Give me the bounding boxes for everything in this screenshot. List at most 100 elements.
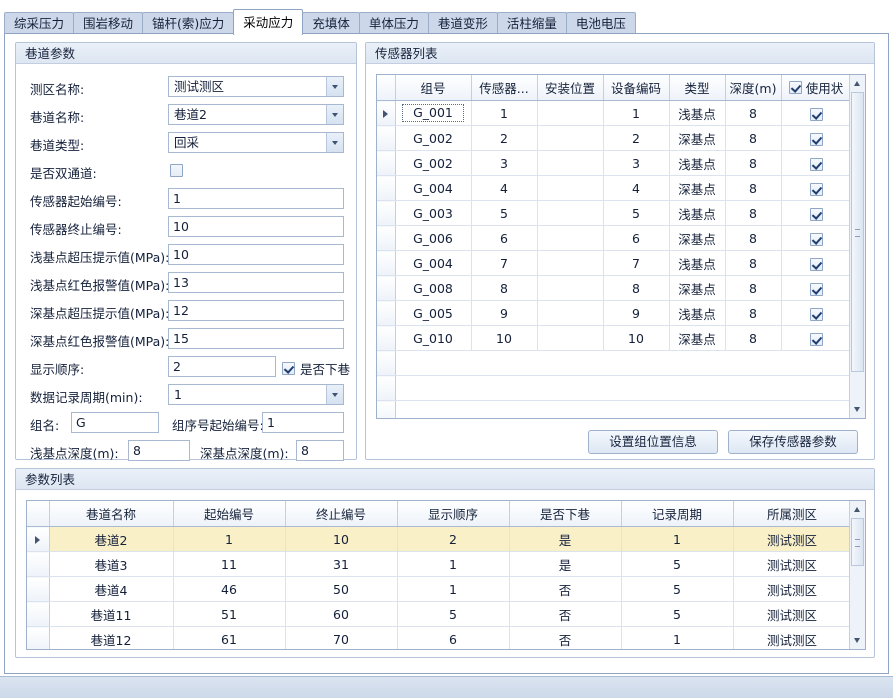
cell-depth[interactable]: 8 [725,200,782,226]
tab-5[interactable]: 单体压力 [358,12,429,35]
cell-group[interactable]: G_005 [395,300,472,326]
sensor-table[interactable]: 组号 传感器... 安装位置 设备编码 类型 深度(m) 使用状 G_001 1 1 浅基点 8 G_… [376,74,866,419]
cell-position[interactable] [537,200,604,226]
cell-used[interactable] [781,225,849,251]
parameter-column-header[interactable]: 记录周期 [621,501,734,527]
cell-group[interactable]: G_010 [395,325,472,351]
use-checkbox[interactable] [809,207,823,221]
cell-group[interactable]: G_008 [395,275,472,301]
cell-period[interactable]: 5 [621,551,734,577]
scroll-down-icon[interactable] [850,633,865,649]
row-indicator[interactable] [377,275,396,301]
cell-start[interactable]: 46 [173,576,286,602]
cell-start[interactable]: 1 [173,526,286,552]
row-indicator[interactable] [377,325,396,351]
cell-group[interactable]: G_006 [395,225,472,251]
table-row[interactable]: G_005 9 9 浅基点 8 [377,300,849,326]
tab-1[interactable]: 围岩移动 [73,12,144,35]
record-period-combo[interactable]: 1 [168,384,344,405]
table-row[interactable]: G_003 5 5 浅基点 8 [377,200,849,226]
cell-used[interactable] [781,325,849,351]
parameter-table-scrollbar[interactable] [849,501,865,649]
cell-type[interactable]: 深基点 [669,275,726,301]
cell-type[interactable]: 深基点 [669,325,726,351]
row-indicator[interactable] [377,150,396,176]
cell-position[interactable] [537,150,604,176]
shallow-warn-input[interactable]: 10 [168,244,344,265]
save-sensor-params-button[interactable]: 保存传感器参数 [728,430,858,454]
cell-end[interactable]: 70 [285,626,398,649]
cell-depth[interactable]: 8 [725,250,782,276]
scroll-up-icon[interactable] [850,75,865,91]
row-indicator[interactable] [377,200,396,226]
cell-end[interactable]: 60 [285,601,398,627]
cell-used[interactable] [781,150,849,176]
parameter-table[interactable]: 巷道名称 起始编号 终止编号 显示顺序 是否下巷 记录周期 所属测区 巷道2 1 10 2 是 1 测试… [26,500,866,650]
sensor-end-input[interactable]: 10 [168,216,344,237]
tab-8[interactable]: 电池电压 [565,12,636,35]
cell-used[interactable] [781,125,849,151]
group-seq-start-input[interactable]: 1 [262,412,344,433]
row-indicator[interactable] [377,100,396,126]
cell-lane-name[interactable]: 巷道12 [49,626,174,649]
cell-sensor[interactable]: 3 [471,150,538,176]
table-row[interactable]: 巷道3 11 31 1 是 5 测试测区 [27,551,849,577]
group-name-input[interactable]: G [71,412,159,433]
shallow-alarm-input[interactable]: 13 [168,272,344,293]
cell-group[interactable]: G_004 [395,250,472,276]
scrollbar-thumb[interactable] [851,92,864,372]
cell-type[interactable]: 浅基点 [669,250,726,276]
parameter-column-header[interactable]: 巷道名称 [49,501,174,527]
row-indicator[interactable] [377,125,396,151]
cell-position[interactable] [537,175,604,201]
cell-group[interactable]: G_001 [395,100,472,126]
parameter-column-header[interactable]: 起始编号 [173,501,286,527]
sensor-column-header[interactable]: 设备编码 [603,75,670,101]
cell-period[interactable]: 1 [621,626,734,649]
cell-order[interactable]: 5 [397,601,510,627]
lane-name-combo[interactable]: 巷道2 [168,104,344,125]
sensor-column-header[interactable]: 安装位置 [537,75,604,101]
table-row[interactable]: 巷道2 1 10 2 是 1 测试测区 [27,526,849,552]
row-indicator[interactable] [377,300,396,326]
cell-device[interactable]: 1 [603,100,670,126]
cell-order[interactable]: 2 [397,526,510,552]
cell-position[interactable] [537,300,604,326]
cell-group[interactable]: G_003 [395,200,472,226]
row-indicator[interactable] [377,250,396,276]
cell-end[interactable]: 31 [285,551,398,577]
table-row[interactable]: 巷道12 61 70 6 否 1 测试测区 [27,626,849,649]
cell-depth[interactable]: 8 [725,150,782,176]
cell-sensor[interactable]: 2 [471,125,538,151]
table-row[interactable]: 巷道11 51 60 5 否 5 测试测区 [27,601,849,627]
use-checkbox[interactable] [809,157,823,171]
row-indicator[interactable] [27,576,50,602]
cell-type[interactable]: 浅基点 [669,200,726,226]
cell-device[interactable]: 10 [603,325,670,351]
use-checkbox[interactable] [809,132,823,146]
table-row[interactable]: G_002 2 2 深基点 8 [377,125,849,151]
cell-period[interactable]: 5 [621,576,734,602]
table-row[interactable]: G_004 7 7 浅基点 8 [377,250,849,276]
cell-lower-lane[interactable]: 是 [509,526,622,552]
cell-sensor[interactable]: 1 [471,100,538,126]
tab-2[interactable]: 锚杆(索)应力 [142,12,235,35]
cell-area[interactable]: 测试测区 [733,551,849,577]
area-name-combo[interactable]: 测试测区 [168,76,344,97]
chevron-down-icon[interactable] [326,105,343,124]
cell-depth[interactable]: 8 [725,300,782,326]
cell-type[interactable]: 浅基点 [669,100,726,126]
cell-device[interactable]: 8 [603,275,670,301]
cell-area[interactable]: 测试测区 [733,601,849,627]
use-checkbox[interactable] [809,107,823,121]
set-group-position-button[interactable]: 设置组位置信息 [588,430,718,454]
cell-sensor[interactable]: 5 [471,200,538,226]
cell-depth[interactable]: 8 [725,125,782,151]
table-row[interactable]: G_002 3 3 浅基点 8 [377,150,849,176]
cell-position[interactable] [537,225,604,251]
cell-position[interactable] [537,275,604,301]
sensor-start-input[interactable]: 1 [168,188,344,209]
cell-group[interactable]: G_002 [395,150,472,176]
cell-lower-lane[interactable]: 否 [509,626,622,649]
cell-lane-name[interactable]: 巷道4 [49,576,174,602]
